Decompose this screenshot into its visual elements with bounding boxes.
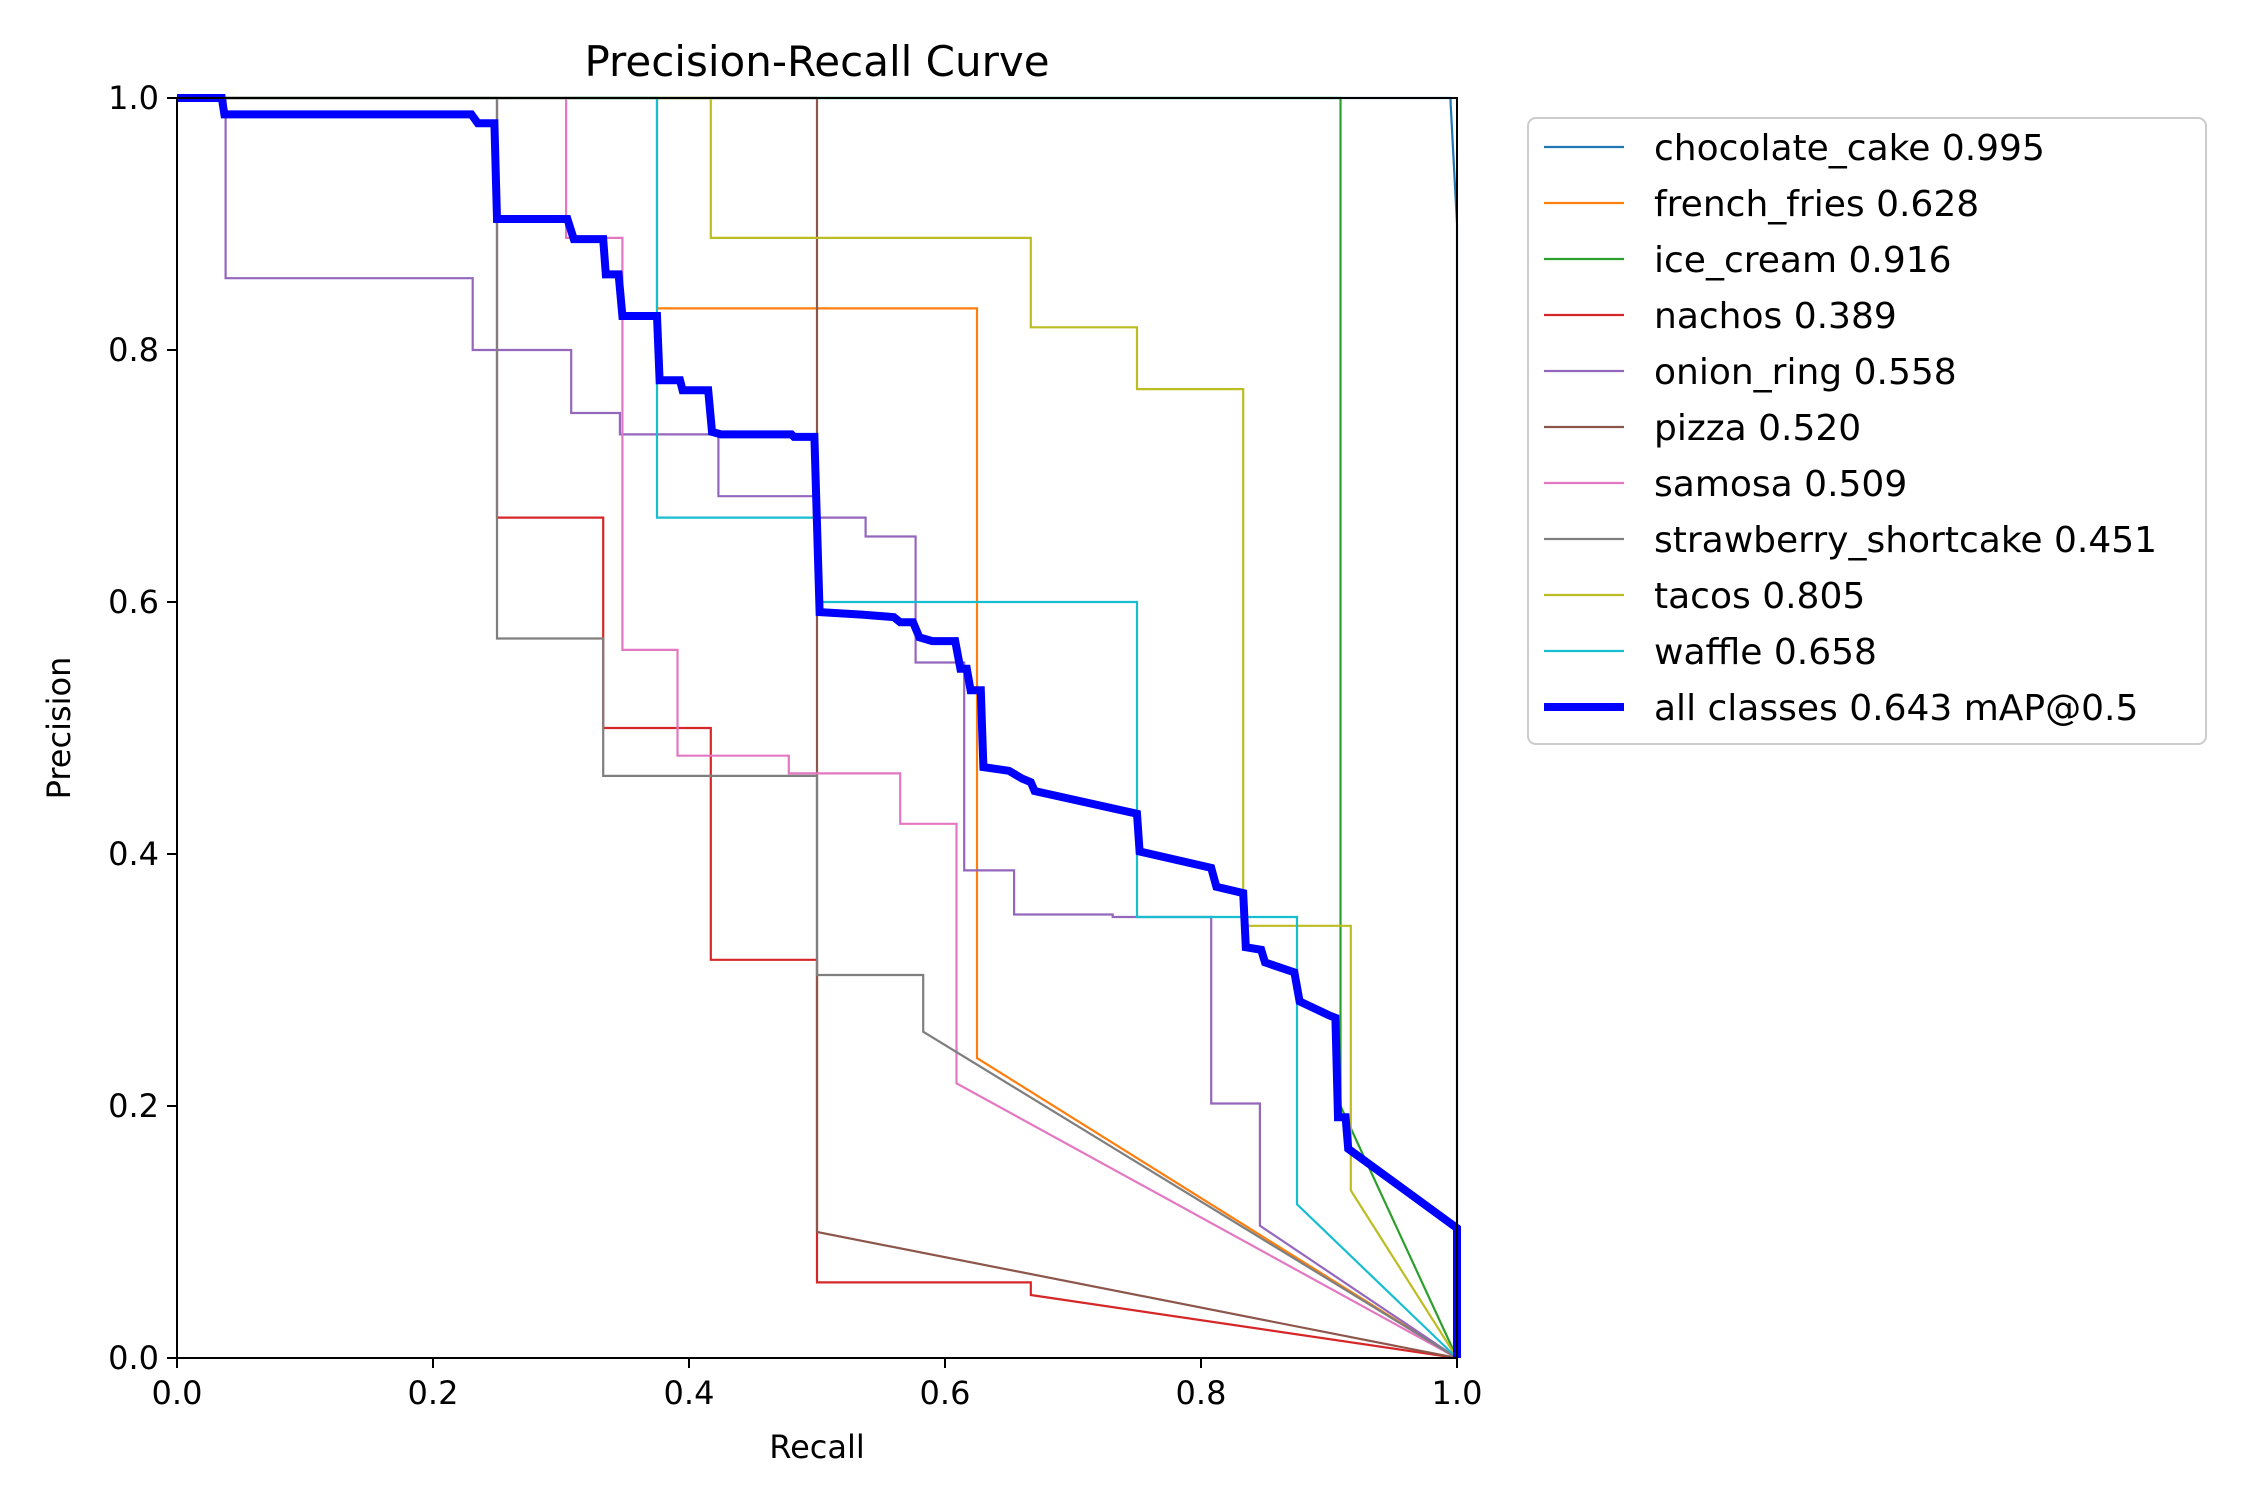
legend-label: onion_ring 0.558 [1654, 352, 1957, 393]
legend-label: nachos 0.389 [1654, 296, 1897, 337]
legend-label: pizza 0.520 [1654, 408, 1861, 449]
legend-label: french_fries 0.628 [1654, 184, 1979, 225]
legend: chocolate_cake 0.995 french_fries 0.628 ic… [1527, 117, 2207, 745]
series-line-7 [177, 96, 1458, 1359]
legend-label: all classes 0.643 mAP@0.5 [1654, 688, 2138, 729]
legend-label: chocolate_cake 0.995 [1654, 128, 2045, 169]
y-tick-label: 0.2 [108, 1087, 159, 1125]
legend-label: samosa 0.509 [1654, 464, 1907, 505]
x-tick-label: 0.2 [408, 1374, 459, 1412]
chart-title: Precision-Recall Curve [584, 37, 1049, 86]
legend-label: tacos 0.805 [1654, 576, 1865, 617]
legend-items: chocolate_cake 0.995 french_fries 0.628 ic… [1544, 128, 2157, 729]
series-line-9 [177, 96, 1458, 1359]
legend-label: waffle 0.658 [1654, 632, 1877, 673]
plot-frame [176, 97, 1458, 1359]
series-line-8 [177, 96, 1458, 1359]
y-axis-ticks: 0.0 0.2 0.4 0.6 0.8 1.0 [108, 79, 177, 1377]
y-tick-label: 0.8 [108, 331, 159, 369]
legend-frame [1527, 117, 2207, 745]
y-tick-label: 0.4 [108, 835, 159, 873]
y-axis-label: Precision [40, 657, 78, 800]
x-tick-label: 0.0 [152, 1374, 203, 1412]
y-tick-label: 0.6 [108, 583, 159, 621]
x-tick-label: 0.6 [920, 1374, 971, 1412]
legend-label: strawberry_shortcake 0.451 [1654, 520, 2157, 561]
series-line-10 [177, 94, 1461, 1358]
x-axis-ticks: 0.0 0.2 0.4 0.6 0.8 1.0 [152, 1358, 1483, 1412]
legend-label: ice_cream 0.916 [1654, 240, 1952, 281]
y-tick-label: 1.0 [108, 79, 159, 117]
x-tick-label: 0.4 [664, 1374, 715, 1412]
x-axis-label: Recall [769, 1428, 864, 1466]
y-tick-label: 0.0 [108, 1339, 159, 1377]
x-tick-label: 1.0 [1432, 1374, 1483, 1412]
x-tick-label: 0.8 [1176, 1374, 1227, 1412]
